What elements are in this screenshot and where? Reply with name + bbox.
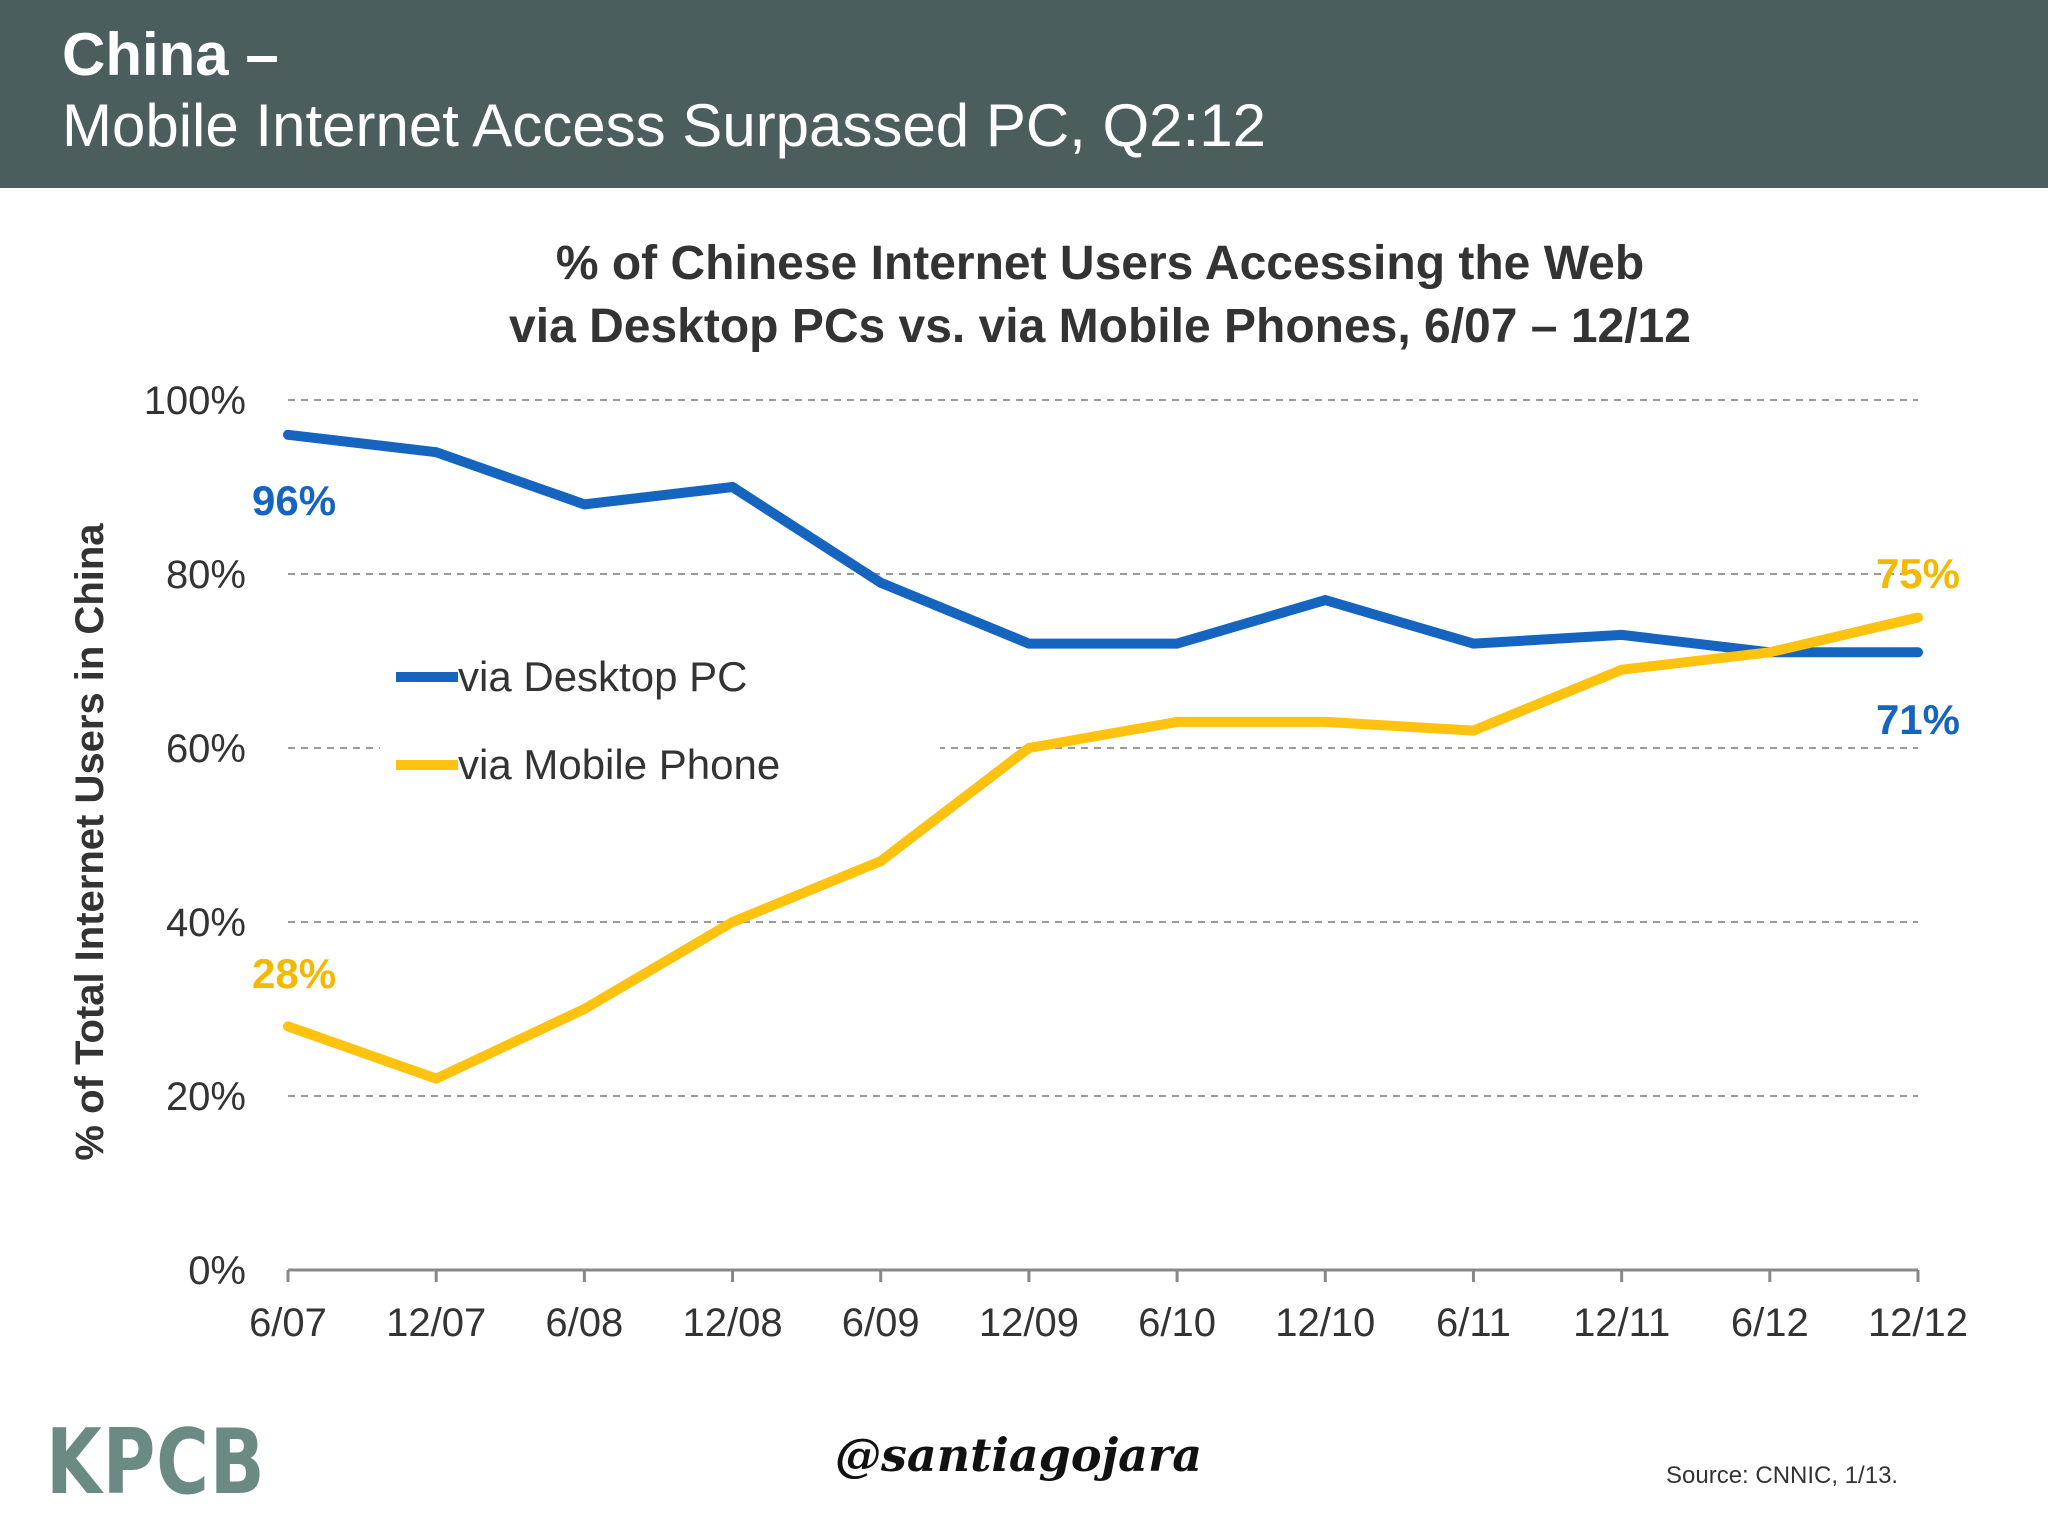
data-point (1172, 716, 1183, 727)
data-label-mobile-start: 28% (252, 950, 336, 997)
y-tick-label: 80% (166, 553, 246, 597)
data-point (727, 917, 738, 927)
data-point (283, 1021, 293, 1032)
slide-header: China – Mobile Internet Access Surpassed… (0, 0, 2048, 188)
data-point (431, 447, 442, 458)
x-tick-label: 6/11 (1436, 1301, 1511, 1345)
data-point (431, 1073, 442, 1084)
data-point (1764, 647, 1775, 658)
y-tick-label: 0% (188, 1249, 246, 1293)
data-point (1468, 725, 1479, 736)
data-point (875, 577, 886, 588)
x-tick-label: 12/08 (682, 1301, 782, 1345)
data-point (1913, 647, 1923, 658)
line-chart: 0% 20% 40% 60% 80% 100% 6/07 12/07 6/08 12/08 6/09… (144, 379, 1968, 1345)
data-point (283, 429, 293, 440)
data-point (579, 1004, 590, 1014)
data-point (1172, 638, 1183, 649)
data-point (1320, 716, 1331, 727)
watermark: @santiagojara (835, 1428, 1203, 1482)
chart-title-line-1: % of Chinese Internet Users Accessing th… (555, 237, 1645, 290)
legend-label-desktop: via Desktop PC (458, 653, 747, 700)
x-tick-label: 12/12 (1868, 1301, 1968, 1345)
chart-title-line-2: via Desktop PCs vs. via Mobile Phones, 6… (509, 300, 1691, 353)
data-point (1616, 664, 1627, 675)
x-tick-label: 6/12 (1731, 1301, 1809, 1345)
data-point (1023, 743, 1034, 753)
legend-label-mobile: via Mobile Phone (458, 741, 780, 788)
y-tick-label: 20% (166, 1075, 246, 1119)
x-tick-label: 12/10 (1275, 1301, 1375, 1345)
data-label-desktop-end: 71% (1876, 696, 1960, 743)
slide-title: China – (62, 21, 279, 88)
series-line-mobile (286, 612, 1920, 1084)
series-line-desktop (287, 429, 1918, 658)
legend-background (380, 640, 940, 800)
slide-subtitle: Mobile Internet Access Surpassed PC, Q2:… (62, 92, 1266, 159)
data-point (1468, 638, 1479, 649)
data-label-mobile-end: 75% (1876, 550, 1960, 597)
y-tick-label: 100% (144, 379, 246, 423)
y-tick-label: 40% (166, 901, 246, 945)
x-tick-label: 12/07 (386, 1301, 486, 1345)
data-point (1023, 638, 1034, 649)
x-tick-label: 6/10 (1138, 1301, 1216, 1345)
x-tick-label: 12/11 (1573, 1301, 1670, 1345)
data-point (1320, 595, 1331, 606)
data-point (579, 499, 590, 510)
x-tick-label: 6/07 (249, 1301, 327, 1345)
chart-title: % of Chinese Internet Users Accessing th… (300, 232, 1900, 358)
data-point (1616, 629, 1627, 640)
kpcb-logo: KPCB (46, 1410, 266, 1515)
source-note: Source: CNNIC, 1/13. (1666, 1462, 1899, 1489)
x-tick-label: 6/09 (842, 1301, 920, 1345)
data-label-desktop-start: 96% (252, 477, 336, 524)
y-tick-label: 60% (166, 727, 246, 771)
data-point (875, 856, 886, 867)
x-tick-label: 6/08 (545, 1301, 623, 1345)
data-point (1913, 612, 1923, 623)
x-tick-label: 12/09 (979, 1301, 1079, 1345)
data-point (727, 482, 738, 492)
